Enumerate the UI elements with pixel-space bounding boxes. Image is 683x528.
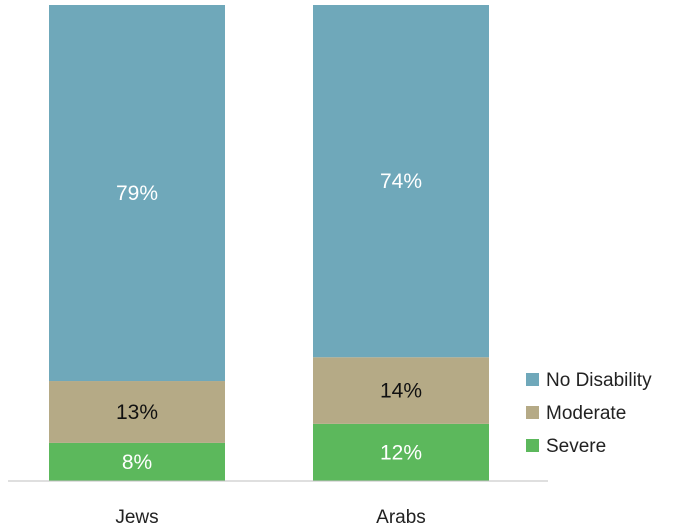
x-tick-label-jews: Jews xyxy=(115,507,158,528)
legend: No Disability Moderate Severe xyxy=(526,370,652,457)
data-label-arabs-moderate: 14% xyxy=(380,380,422,403)
x-tick-label-arabs: Arabs xyxy=(376,507,426,528)
data-label-arabs-no-disability: 74% xyxy=(380,170,422,193)
bars-layer: 8% 13% 79% 12% 14% 74% xyxy=(49,5,489,481)
data-label-jews-moderate: 13% xyxy=(116,401,158,424)
bar-segment-arabs-moderate xyxy=(313,357,489,424)
data-label-arabs-severe: 12% xyxy=(380,441,422,464)
bar-segment-jews-moderate xyxy=(49,381,225,443)
legend-swatch-no-disability xyxy=(526,373,539,386)
bar-segment-arabs-severe xyxy=(313,423,489,481)
data-label-jews-no-disability: 79% xyxy=(116,182,158,205)
bar-segment-arabs-no-disability xyxy=(313,5,489,358)
bar-segment-jews-no-disability xyxy=(49,5,225,382)
x-axis-labels: Jews Arabs xyxy=(115,507,425,528)
bar-segment-jews-severe xyxy=(49,442,225,481)
legend-label-moderate: Moderate xyxy=(546,403,626,424)
legend-label-severe: Severe xyxy=(546,436,606,457)
legend-label-no-disability: No Disability xyxy=(546,370,652,391)
data-label-jews-severe: 8% xyxy=(122,451,152,474)
legend-swatch-severe xyxy=(526,439,539,452)
legend-swatch-moderate xyxy=(526,406,539,419)
